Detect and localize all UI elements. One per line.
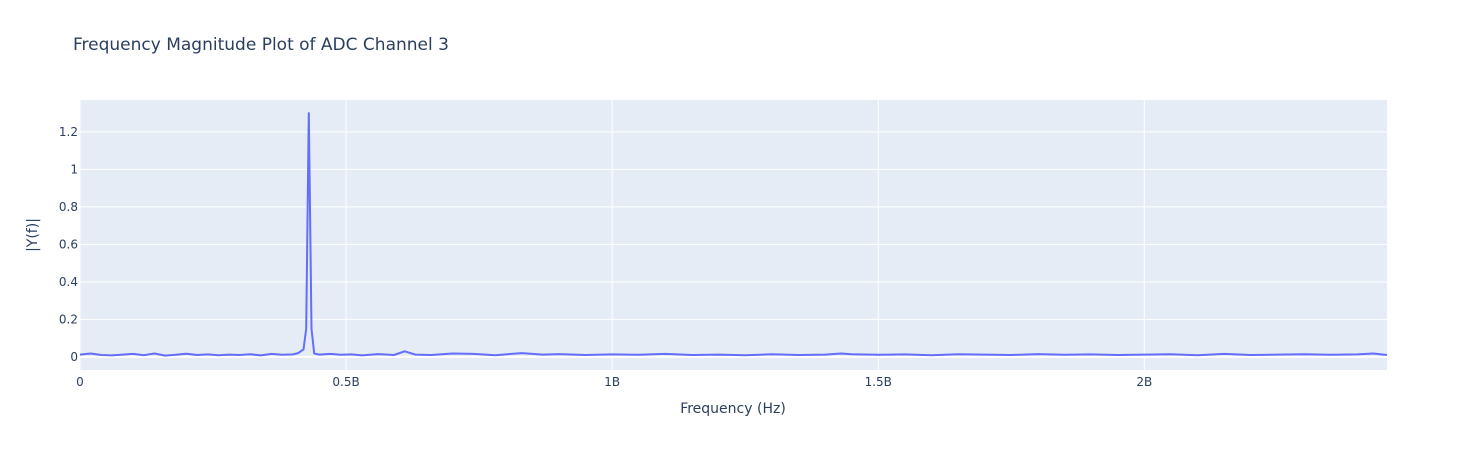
y-tick-label: 0.6 <box>59 237 78 251</box>
x-gridlines <box>79 100 1145 370</box>
y-tick-label: 0.2 <box>59 312 78 326</box>
y-tick-labels: 0 0.2 0.4 0.6 0.8 1 1.2 <box>59 125 78 364</box>
x-tick-label: 1.5B <box>865 375 892 389</box>
x-tick-label: 0.5B <box>332 375 359 389</box>
plot-area <box>80 100 1387 370</box>
y-tick-label: 0.4 <box>59 275 78 289</box>
y-tick-label: 0.8 <box>59 200 78 214</box>
series-line <box>79 112 1388 357</box>
y-tick-label: 1 <box>70 162 78 176</box>
x-tick-label: 2B <box>1136 375 1152 389</box>
chart-title: Frequency Magnitude Plot of ADC Channel … <box>73 35 449 55</box>
y-gridlines <box>80 131 1387 358</box>
x-tick-labels: 0 0.5B 1B 1.5B 2B <box>76 375 1152 389</box>
y-tick-label: 1.2 <box>59 125 78 139</box>
series-layer <box>79 112 1388 357</box>
x-tick-label: 1B <box>604 375 620 389</box>
y-axis-title: |Y(f)| <box>25 218 41 252</box>
x-tick-label: 0 <box>76 375 84 389</box>
x-axis-title: Frequency (Hz) <box>680 401 786 417</box>
y-tick-label: 0 <box>70 350 78 364</box>
